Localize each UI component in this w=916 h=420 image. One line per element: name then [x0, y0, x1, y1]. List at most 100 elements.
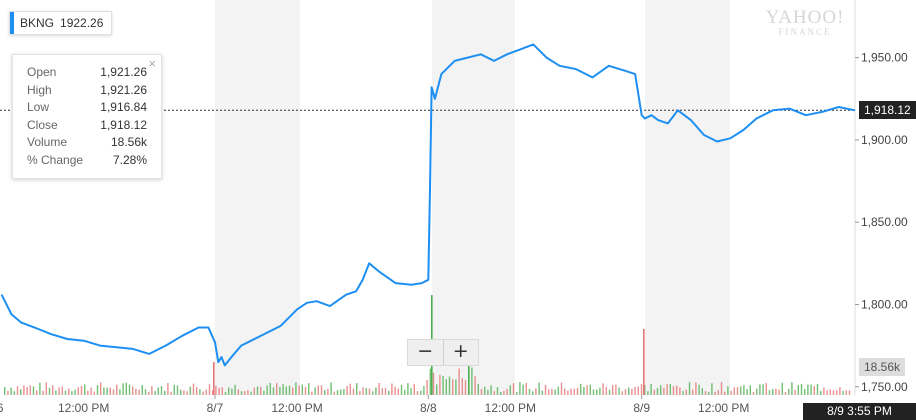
close-icon[interactable]: × — [148, 56, 156, 71]
volume-bar — [112, 389, 115, 395]
volume-bar — [183, 390, 185, 395]
volume-bar — [256, 386, 259, 395]
volume-bar — [480, 388, 483, 395]
volume-bar — [64, 390, 67, 395]
volume-bar — [186, 391, 188, 395]
y-tick-label: 1,800.00 — [861, 297, 908, 311]
volume-bar — [160, 386, 163, 395]
volume-bar — [570, 388, 572, 395]
volume-bar — [445, 379, 447, 395]
volume-bar — [704, 391, 707, 395]
volume-bar — [119, 389, 121, 395]
volume-bar — [727, 386, 729, 395]
volume-bar — [845, 390, 847, 395]
volume-bar — [48, 387, 51, 395]
tooltip-row-change: % Change 7.28% — [27, 152, 147, 167]
volume-bar — [634, 387, 636, 395]
volume-bar — [250, 391, 252, 395]
volume-bar — [544, 384, 547, 395]
zoom-in-button[interactable]: + — [452, 340, 469, 362]
volume-bar — [343, 388, 345, 395]
volume-bar — [605, 387, 607, 395]
volume-bar — [740, 386, 742, 395]
x-tick-label: 8/7 — [207, 401, 224, 415]
volume-bar — [791, 382, 793, 395]
volume-bar — [416, 391, 419, 395]
ohlc-table: Open 1,921.26 High 1,921.26 Low 1,916.84 Cl… — [27, 64, 147, 170]
volume-bar — [768, 390, 771, 395]
volume-bar — [730, 390, 732, 395]
y-tick-label: 1,950.00 — [861, 51, 908, 65]
volume-bar — [16, 386, 19, 395]
x-tick-label: 8/8 — [420, 401, 437, 415]
volume-bar — [711, 383, 713, 395]
volume-bar — [218, 388, 220, 395]
symbol-badge[interactable]: BKNG 1922.26 — [9, 11, 113, 35]
volume-bar — [103, 387, 105, 395]
yahoo-finance-logo: YAHOO! FINANCE — [765, 7, 845, 37]
volume-bar — [586, 385, 588, 395]
volume-bar — [612, 385, 614, 395]
volume-bar — [599, 387, 601, 395]
volume-bar — [32, 386, 35, 395]
volume-bar — [213, 362, 215, 395]
volume-bar — [388, 390, 390, 395]
volume-bar — [423, 386, 425, 395]
volume-bar — [685, 389, 687, 395]
volume-bar — [762, 384, 764, 395]
volume-bar — [541, 390, 543, 395]
volume-bar — [253, 387, 255, 395]
volume-bar — [93, 391, 95, 395]
volume-bar — [426, 379, 428, 395]
volume-bar — [637, 386, 639, 395]
volume-bar — [141, 385, 143, 395]
volume-bar — [324, 390, 326, 395]
volume-bar — [839, 387, 841, 395]
volume-bar — [826, 390, 828, 395]
volume-bar — [68, 388, 70, 395]
volume-bar — [778, 389, 780, 395]
volume-bar — [676, 385, 678, 395]
volume-bar — [196, 387, 198, 395]
volume-bar — [288, 385, 291, 395]
volume-bar — [682, 391, 684, 395]
volume-bar — [535, 388, 537, 395]
volume-bar — [234, 384, 236, 395]
volume-bar — [263, 390, 265, 395]
volume-bar — [746, 389, 748, 395]
volume-bar — [122, 383, 124, 395]
volume-bar — [55, 390, 57, 395]
volume-bar — [448, 376, 451, 395]
volume-bar — [407, 383, 409, 395]
volume-bar — [516, 392, 518, 395]
volume-bar — [554, 389, 556, 395]
zoom-divider — [442, 340, 444, 365]
volume-bar — [167, 383, 169, 395]
volume-bar — [800, 383, 803, 395]
volume-bar — [413, 384, 415, 395]
x-axis: /6 12:00 PM 8/7 12:00 PM 8/8 12:00 PM 8/9 12:00… — [0, 395, 749, 415]
volume-bar — [810, 384, 812, 395]
volume-bar — [484, 386, 486, 395]
volume-bar — [52, 385, 54, 395]
volume-bar — [640, 384, 643, 395]
zoom-out-button[interactable]: − — [417, 340, 434, 362]
volume-bar — [378, 383, 380, 395]
series-color-swatch — [10, 12, 14, 34]
volume-bar — [221, 387, 223, 395]
volume-bar — [71, 391, 73, 395]
volume-bar — [663, 387, 665, 395]
volume-bar — [506, 388, 508, 395]
volume-bar — [442, 375, 444, 395]
volume-bar — [205, 389, 207, 395]
volume-bar — [708, 391, 710, 395]
volume-bar — [784, 392, 787, 395]
volume-bar — [589, 384, 591, 395]
volume-bar — [365, 388, 367, 395]
volume-bar — [20, 389, 22, 395]
volume-bar — [688, 382, 691, 395]
volume-bar — [836, 390, 838, 395]
volume-bar — [509, 385, 511, 395]
volume-bar — [125, 382, 127, 395]
